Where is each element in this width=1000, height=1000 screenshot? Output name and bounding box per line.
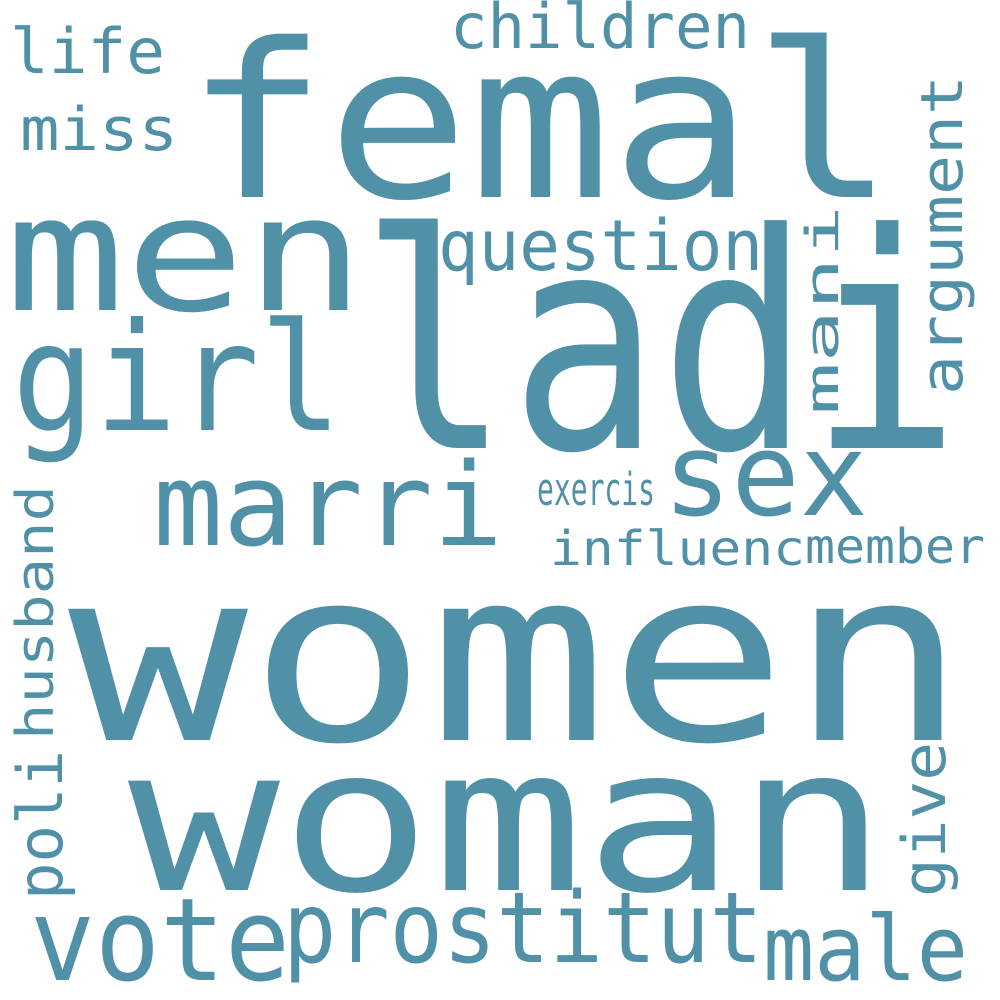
word-men: men (5, 161, 365, 348)
word-girl: girl (12, 292, 342, 466)
word-member: member (805, 519, 985, 575)
word-give: give (890, 742, 960, 897)
word-mani: exercis (537, 463, 655, 516)
word-marri: marri (153, 439, 503, 573)
word-vote: vote (30, 874, 290, 1000)
word-influenc: influenc (550, 521, 805, 577)
word-women: women (68, 517, 968, 797)
word-woman: woman (128, 705, 888, 938)
word-children: children (450, 0, 750, 63)
word-argument: argument (908, 75, 976, 395)
word-miss: miss (20, 95, 178, 165)
word-poli: poli (4, 750, 77, 900)
word-prostitut: prostitut (283, 872, 763, 986)
word-sex: sex (663, 409, 868, 543)
word-ladi: ladi (360, 170, 960, 519)
word-question: question (438, 205, 763, 287)
word-husband: husband (6, 485, 66, 740)
word-life: life (10, 15, 165, 88)
word-femal: femal (185, 0, 895, 248)
word-male: male (763, 897, 968, 1000)
word-exercis: mani (796, 205, 849, 415)
